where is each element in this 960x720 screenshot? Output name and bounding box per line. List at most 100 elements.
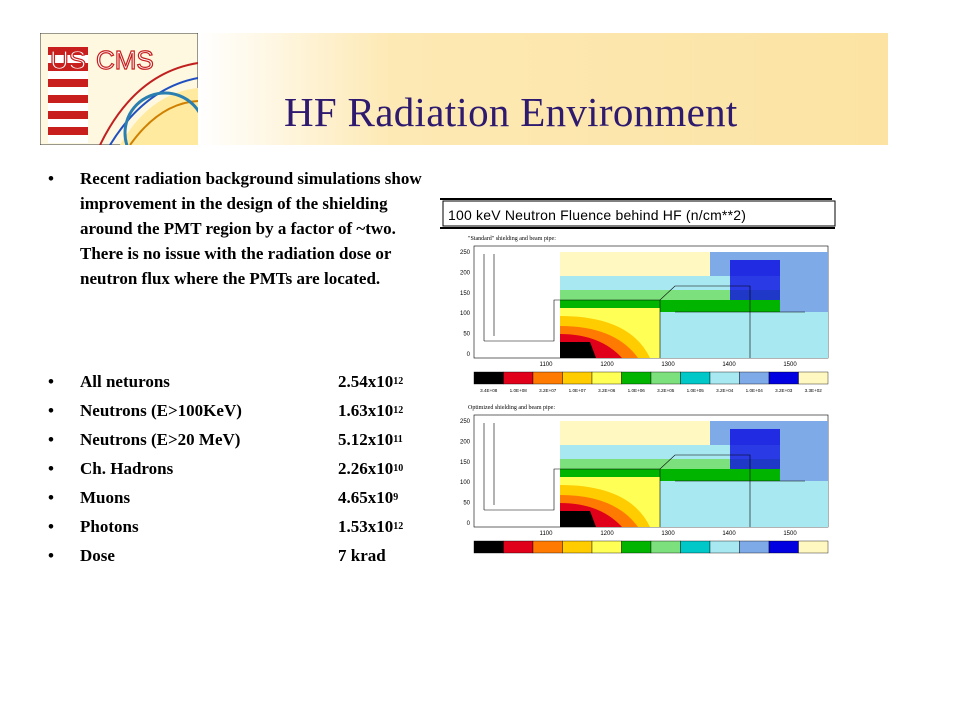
x-tick-label: 1200	[600, 531, 614, 537]
y-tick-label: 150	[460, 460, 471, 466]
x-tick-label: 1100	[540, 531, 554, 537]
x-tick-label: 1500	[783, 362, 797, 368]
color-scale-swatch	[680, 371, 711, 385]
color-scale-swatch	[768, 540, 799, 554]
color-scale-label: 3.2E+05	[657, 388, 675, 393]
y-tick-label: 200	[460, 439, 471, 445]
panel-caption: "Standard" shielding and beam pipe:	[468, 236, 556, 242]
page-title: HF Radiation Environment	[284, 89, 738, 135]
fluence-band	[780, 256, 828, 312]
bullet-marker: •	[48, 459, 54, 478]
title-band	[198, 33, 888, 145]
color-scale-label: 1.0E+06	[628, 557, 646, 558]
y-tick-label: 150	[460, 291, 471, 297]
neutron-fluence-figure: 100 keV Neutron Fluence behind HF (n/cm*…	[440, 198, 836, 558]
color-scale-swatch	[680, 540, 711, 554]
color-scale-label: 3.2E+06	[598, 557, 616, 558]
color-scale-label: 3.4E+08	[480, 388, 498, 393]
stat-label: Ch. Hadrons	[80, 459, 174, 478]
color-scale-label: 3.2E+07	[539, 388, 557, 393]
y-tick-label: 250	[460, 419, 471, 425]
color-scale-swatch	[473, 371, 504, 385]
stat-value: 2.26x1010	[338, 459, 404, 478]
color-scale-swatch	[739, 371, 770, 385]
fluence-panel-standard: "Standard" shielding and beam pipe: 250 20…	[460, 236, 829, 393]
color-scale-swatch	[798, 371, 829, 385]
color-scale-label: 1.0E+08	[510, 388, 528, 393]
y-tick-label: 100	[460, 311, 471, 317]
color-scale-label: 1.0E+07	[569, 557, 587, 558]
shield-outline	[659, 469, 805, 527]
logo-us: US	[50, 45, 86, 75]
stat-label: Photons	[80, 517, 139, 536]
color-scale-swatch	[739, 540, 770, 554]
color-scale-swatch	[650, 371, 681, 385]
stat-label: Dose	[80, 546, 115, 565]
color-scale-label: 3.2E+08	[480, 557, 498, 558]
color-scale-swatch	[621, 371, 652, 385]
color-scale-swatch	[709, 540, 740, 554]
stat-label: Neutrons (E>20 MeV)	[80, 430, 241, 449]
stat-label: Neutrons (E>100KeV)	[80, 401, 242, 420]
color-scale-swatch	[503, 540, 534, 554]
fluence-band	[780, 425, 828, 481]
x-tick-label: 1200	[600, 362, 614, 368]
color-scale-swatch	[532, 540, 563, 554]
fluence-band	[730, 429, 780, 469]
stat-value: 2.54x1012	[338, 372, 404, 391]
bullet-marker: •	[48, 372, 54, 391]
bullet-marker: •	[48, 488, 54, 507]
stat-value: 1.63x1012	[338, 401, 404, 420]
y-tick-label: 50	[463, 332, 470, 338]
color-scale-label: 3.2E+06	[598, 388, 616, 393]
fluence-band	[560, 511, 596, 527]
shield-outline	[483, 423, 495, 510]
fluence-panel-optimized: Optimized shielding and beam pipe: 250 200…	[460, 405, 829, 558]
x-tick-label: 1500	[783, 531, 797, 537]
y-tick-label: 0	[467, 352, 471, 358]
bullet-marker: •	[48, 169, 54, 188]
stat-value: 7 krad	[338, 546, 386, 565]
color-scale-swatch	[798, 540, 829, 554]
fluence-band	[560, 342, 596, 358]
y-tick-label: 250	[460, 250, 471, 256]
color-scale-swatch	[532, 371, 563, 385]
shield-outline	[483, 254, 495, 341]
logo-cms: CMS	[96, 45, 154, 75]
color-scale-label: 3.3E+02	[805, 388, 823, 393]
color-scale-swatch	[473, 540, 504, 554]
x-tick-label: 1400	[722, 531, 736, 537]
color-scale-swatch	[591, 371, 622, 385]
stat-value: 4.65x109	[338, 488, 399, 507]
stat-value: 1.53x1012	[338, 517, 404, 536]
color-scale-label: 3.2E+04	[716, 388, 734, 393]
stat-value: 5.12x1011	[338, 430, 403, 449]
x-tick-label: 1300	[661, 362, 675, 368]
color-scale-label: 1.0E+05	[687, 388, 705, 393]
color-scale-swatch	[650, 540, 681, 554]
bullet-marker: •	[48, 401, 54, 420]
bullet-marker: •	[48, 430, 54, 449]
color-scale-swatch	[562, 371, 593, 385]
color-scale-swatch	[709, 371, 740, 385]
stat-label: Muons	[80, 488, 131, 507]
bullet-marker: •	[48, 517, 54, 536]
panel-caption: Optimized shielding and beam pipe:	[468, 405, 555, 411]
stat-label: All neturons	[80, 372, 170, 391]
color-scale-swatch	[621, 540, 652, 554]
color-scale-swatch	[591, 540, 622, 554]
color-scale-label: 1.0E+05	[687, 557, 705, 558]
color-scale-label: <3.3E+02	[803, 557, 823, 558]
intro-bullet: • Recent radiation background simulation…	[48, 166, 438, 291]
fluence-band	[660, 481, 828, 527]
y-tick-label: 100	[460, 480, 471, 486]
y-tick-label: 50	[463, 501, 470, 507]
x-tick-label: 1300	[661, 531, 675, 537]
color-scale-label: 1.0E+08	[510, 557, 528, 558]
color-scale-swatch	[503, 371, 534, 385]
color-scale-swatch	[562, 540, 593, 554]
color-scale-label: 3.2E+04	[716, 557, 734, 558]
fluence-band	[730, 260, 780, 300]
color-scale-label: 3.2E+03	[775, 388, 793, 393]
uscms-logo: US CMS	[40, 33, 198, 145]
